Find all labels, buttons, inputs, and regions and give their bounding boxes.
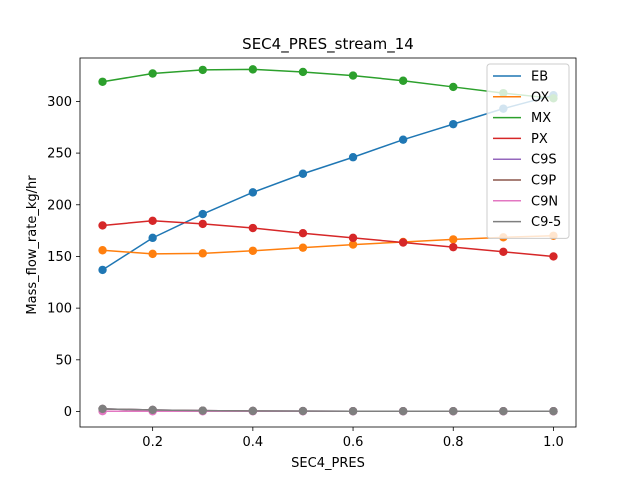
data-point bbox=[198, 209, 207, 219]
data-point bbox=[148, 233, 157, 243]
y-axis-label: Mass_flow_rate_kg/hr bbox=[25, 175, 40, 315]
data-point bbox=[298, 229, 308, 238]
data-point bbox=[98, 221, 107, 230]
data-point bbox=[398, 406, 408, 416]
data-point bbox=[449, 119, 458, 129]
data-point bbox=[148, 249, 157, 259]
data-point bbox=[248, 246, 258, 255]
data-point bbox=[98, 404, 107, 414]
y-tick-label: 150 bbox=[47, 250, 72, 265]
data-point bbox=[148, 69, 157, 78]
x-tick-label: 0.6 bbox=[343, 435, 364, 450]
data-point bbox=[398, 238, 408, 247]
x-tick-label: 0.4 bbox=[243, 435, 264, 450]
series-MX bbox=[98, 65, 558, 103]
data-point bbox=[348, 233, 358, 243]
data-point bbox=[549, 252, 558, 261]
y-tick-label: 100 bbox=[47, 302, 72, 317]
y-tick-label: 50 bbox=[55, 353, 72, 368]
legend-label: C9P bbox=[531, 174, 556, 189]
series-C9-5 bbox=[98, 404, 558, 416]
data-point bbox=[348, 406, 358, 416]
legend-item-OX: OX bbox=[493, 90, 549, 105]
legend-item-C9-5: C9-5 bbox=[493, 215, 561, 230]
legend-item-MX: MX bbox=[493, 111, 551, 126]
x-axis-label: SEC4_PRES bbox=[291, 456, 365, 471]
series-line-PX bbox=[102, 220, 554, 258]
legend-item-PX: PX bbox=[493, 132, 548, 147]
y-tick-label: 250 bbox=[47, 147, 72, 162]
data-point bbox=[449, 406, 458, 416]
data-point bbox=[398, 76, 408, 85]
x-tick-label: 1.0 bbox=[543, 435, 564, 450]
axes-frame bbox=[79, 57, 577, 428]
series-line-C9-5 bbox=[102, 408, 554, 412]
data-point bbox=[549, 406, 558, 416]
x-tick-label: 0.2 bbox=[142, 435, 163, 450]
series-line-EB bbox=[102, 94, 554, 271]
data-point bbox=[98, 77, 107, 86]
data-point bbox=[298, 169, 308, 178]
legend-label: C9-5 bbox=[531, 215, 561, 230]
legend: EB OX MX PX C9S C9P C9N C9-5 bbox=[486, 63, 570, 239]
data-point bbox=[248, 188, 258, 197]
data-point bbox=[298, 67, 308, 77]
data-point bbox=[198, 406, 207, 415]
data-point bbox=[198, 249, 207, 258]
legend-item-C9P: C9P bbox=[493, 174, 556, 189]
data-point bbox=[198, 219, 207, 229]
legend-item-C9S: C9S bbox=[493, 153, 557, 168]
legend-box bbox=[486, 63, 570, 239]
data-point bbox=[449, 235, 458, 244]
y-tick-label: 300 bbox=[47, 95, 72, 110]
y-tick-label: 0 bbox=[64, 405, 72, 420]
data-point bbox=[449, 242, 458, 252]
legend-item-EB: EB bbox=[493, 70, 548, 85]
data-point bbox=[298, 243, 308, 252]
legend-label: EB bbox=[531, 70, 548, 85]
y-tick-label: 200 bbox=[47, 198, 72, 213]
series-line-OX bbox=[102, 235, 554, 255]
data-point bbox=[348, 153, 358, 162]
axis-ticks: 0.2 0.4 0.6 0.8 1.0 0 50 100 150 200 250 300 bbox=[47, 57, 577, 450]
data-point bbox=[98, 246, 107, 255]
data-point bbox=[348, 71, 358, 80]
data-point bbox=[499, 406, 508, 416]
legend-label: C9N bbox=[531, 194, 558, 209]
chart-title: SEC4_PRES_stream_14 bbox=[242, 35, 414, 54]
plot-area bbox=[98, 65, 558, 416]
data-point bbox=[198, 65, 207, 75]
legend-label: C9S bbox=[531, 153, 557, 168]
data-point bbox=[248, 406, 258, 416]
data-point bbox=[98, 265, 107, 275]
series-PX bbox=[98, 216, 558, 261]
legend-item-C9N: C9N bbox=[493, 194, 558, 209]
data-point bbox=[348, 240, 358, 249]
data-point bbox=[248, 223, 258, 233]
data-point bbox=[148, 216, 157, 225]
data-point bbox=[499, 247, 508, 256]
data-point bbox=[148, 405, 157, 415]
legend-label: PX bbox=[531, 132, 548, 147]
data-point bbox=[248, 65, 258, 74]
data-point bbox=[398, 135, 408, 144]
data-point bbox=[298, 406, 308, 416]
data-point bbox=[449, 82, 458, 92]
series-line-MX bbox=[102, 68, 554, 100]
legend-label: OX bbox=[531, 90, 549, 105]
legend-label: MX bbox=[531, 111, 551, 126]
x-tick-label: 0.8 bbox=[443, 435, 464, 450]
